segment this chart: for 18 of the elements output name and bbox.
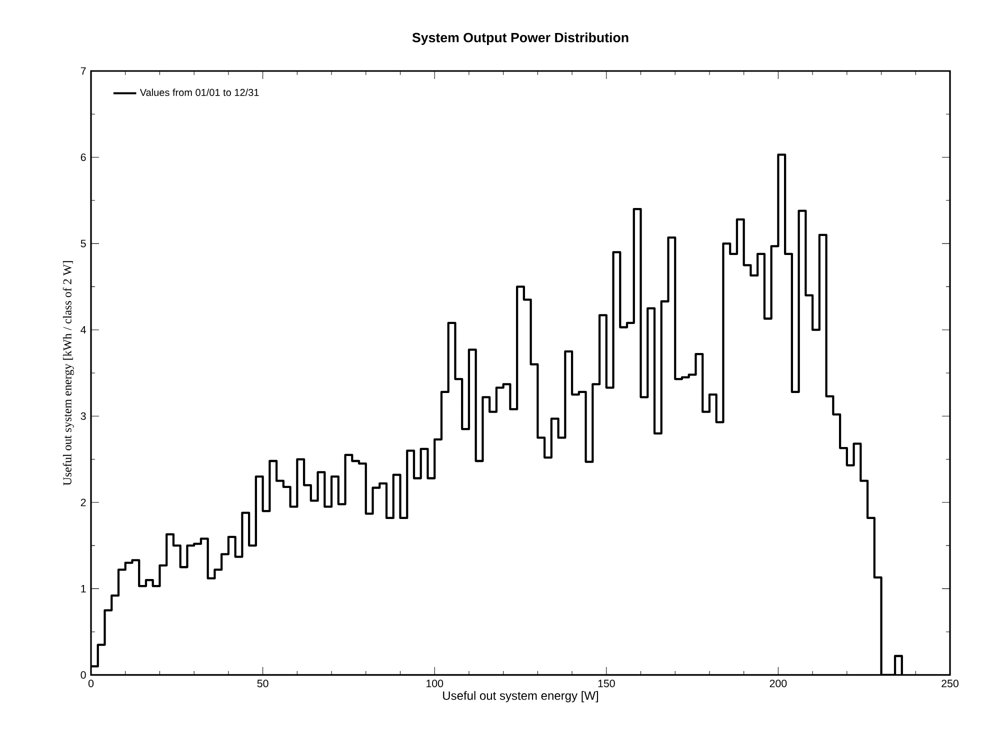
y-tick-label: 1	[81, 585, 86, 592]
x-tick-label: 250	[942, 680, 958, 688]
y-tick-label: 7	[80, 67, 86, 75]
x-tick-label: 0	[88, 680, 94, 688]
y-tick-label: 3	[80, 412, 86, 420]
y-tick-label: 0	[80, 671, 86, 679]
y-tick-label: 2	[80, 498, 86, 506]
x-tick-label: 150	[598, 680, 615, 688]
y-tick-label: 4	[80, 326, 86, 334]
y-tick-label: 5	[80, 240, 86, 248]
x-tick-label: 200	[770, 680, 787, 688]
y-tick-label: 6	[80, 154, 86, 162]
chart-title: System Output Power Distribution	[412, 32, 628, 45]
x-tick-label: 50	[257, 680, 268, 688]
y-axis-title: Useful out system energy [kWh / class of 2 W]	[62, 261, 74, 486]
legend-label: Values from 01/01 to 12/31	[140, 88, 259, 96]
x-axis-title: Useful out system energy [W]	[443, 691, 598, 702]
x-tick-label: 100	[426, 680, 444, 688]
